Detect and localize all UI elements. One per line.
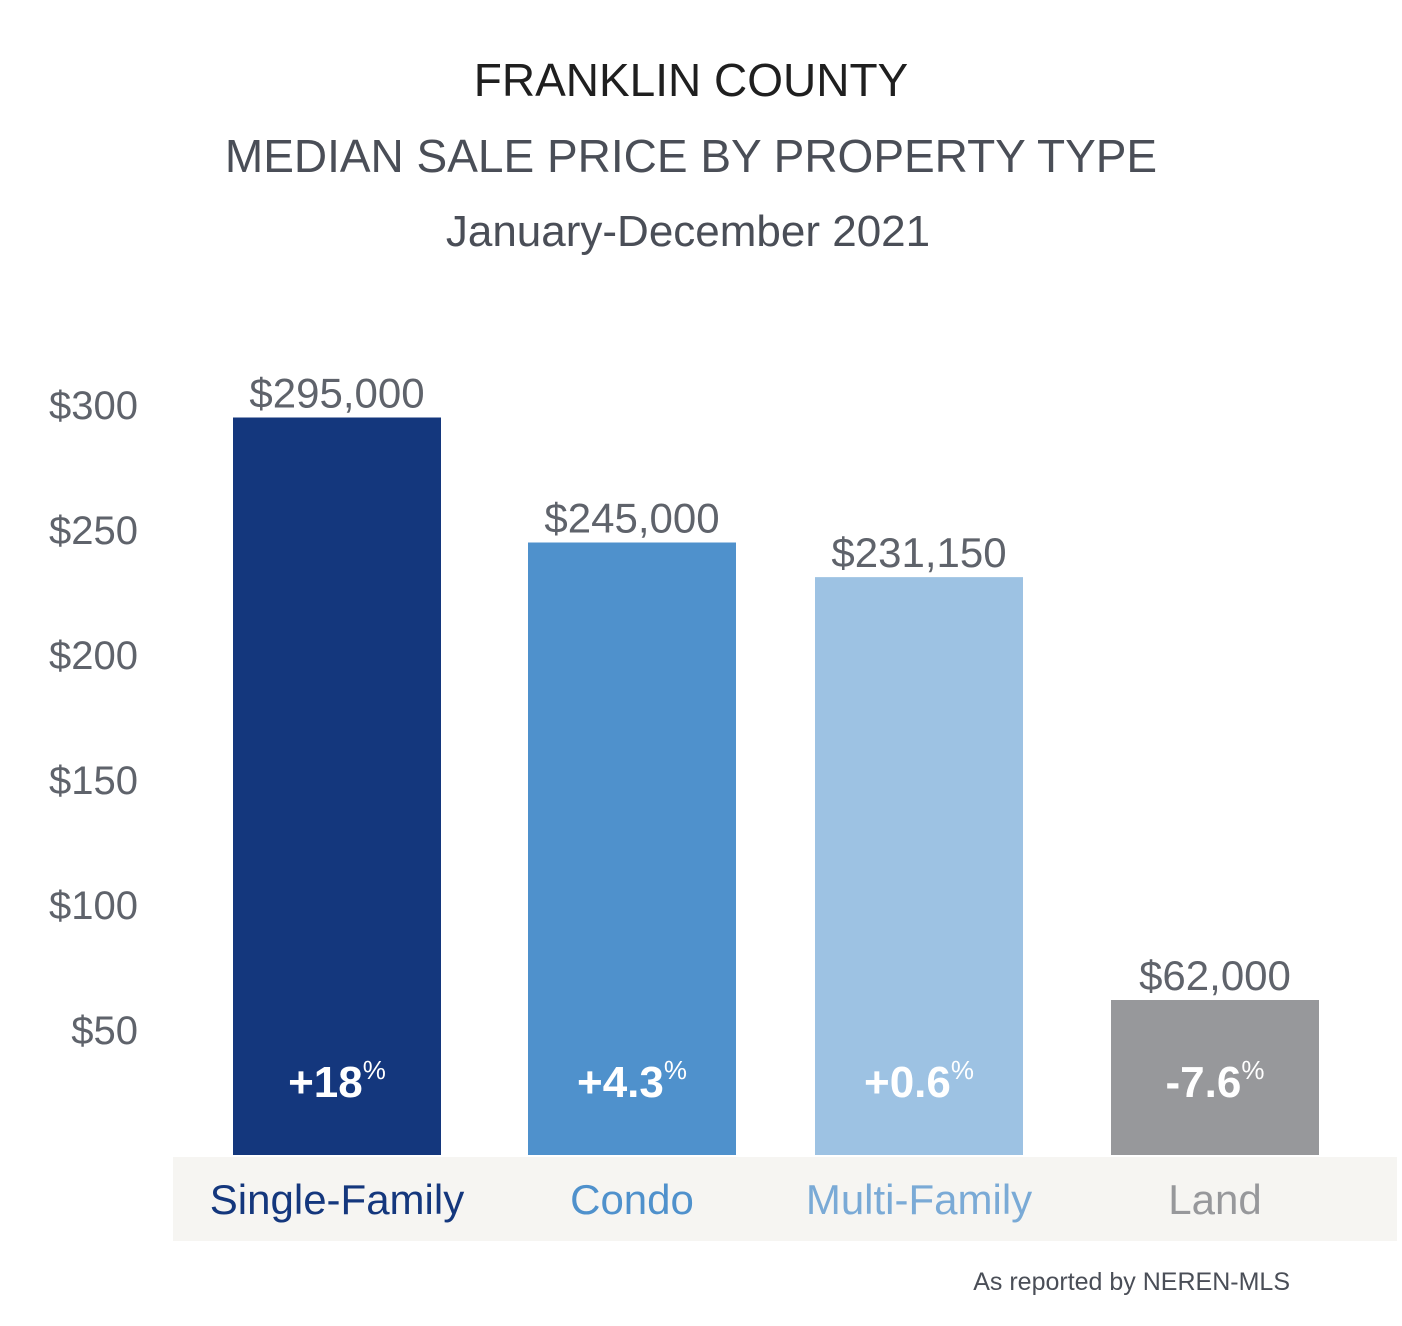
chart-title: FRANKLIN COUNTY	[474, 54, 908, 106]
category-band	[173, 1157, 1397, 1241]
value-label: $62,000	[1139, 952, 1291, 999]
change-label: -7.6%	[1166, 1055, 1265, 1107]
category-label: Land	[1168, 1176, 1261, 1223]
change-label: +18%	[288, 1055, 386, 1107]
y-tick-label: $150	[49, 759, 138, 803]
bar-land	[1111, 1000, 1319, 1155]
chart-subtitle: MEDIAN SALE PRICE BY PROPERTY TYPE	[225, 130, 1157, 182]
y-tick-label: $200	[49, 634, 138, 678]
value-label: $245,000	[544, 495, 719, 542]
bars	[233, 417, 1319, 1155]
bar-labels: $295,000 +18% $245,000 +4.3% $231,150 +0.6% $6…	[249, 370, 1291, 1108]
bar-condo	[528, 542, 736, 1155]
category-label: Multi-Family	[806, 1176, 1032, 1223]
change-label: +0.6%	[864, 1055, 974, 1107]
bar-multi-family	[815, 577, 1023, 1155]
bar-single-family	[233, 417, 441, 1155]
category-label: Condo	[570, 1176, 694, 1223]
category-label: Single-Family	[210, 1176, 464, 1223]
category-labels: Single-Family Condo Multi-Family Land	[210, 1176, 1262, 1223]
y-tick-label: $100	[49, 884, 138, 928]
y-axis: $50 $100 $150 $200 $250 $300	[49, 384, 138, 1053]
y-tick-label: $50	[71, 1009, 138, 1053]
change-label: +4.3%	[577, 1055, 687, 1107]
value-label: $295,000	[249, 370, 424, 417]
source-note: As reported by NEREN-MLS	[973, 1268, 1290, 1296]
value-label: $231,150	[831, 529, 1006, 576]
y-tick-label: $250	[49, 509, 138, 553]
chart-period: January-December 2021	[446, 207, 930, 256]
y-tick-label: $300	[49, 384, 138, 428]
